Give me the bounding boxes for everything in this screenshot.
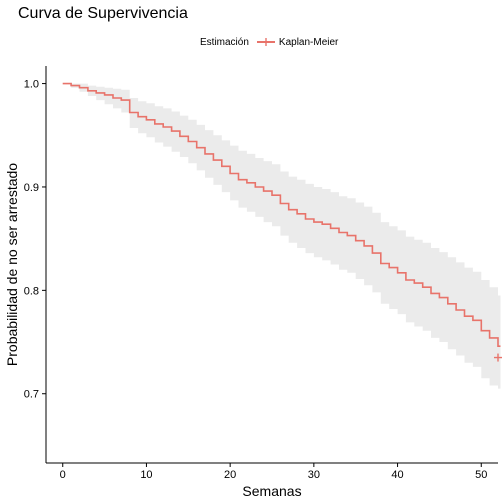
x-tick-label: 0: [60, 469, 66, 481]
y-tick-label: 1.0: [24, 79, 39, 91]
legend-key-kaplan-meier: [256, 36, 275, 48]
legend-title: Estimación: [200, 36, 249, 48]
x-axis-title: Semanas: [242, 483, 301, 499]
legend-label-kaplan-meier: Kaplan-Meier: [278, 36, 339, 48]
series-kaplan-meier: [62, 82, 501, 347]
censor-mark: [494, 353, 502, 362]
censor-marks: [494, 353, 502, 362]
confidence-band: [62, 83, 501, 389]
x-tick-label: 10: [140, 469, 152, 481]
y-tick-label: 0.9: [24, 182, 39, 194]
confidence-ribbon: [62, 83, 501, 389]
y-axis: 0.7 0.8 0.9 1.0: [24, 79, 46, 401]
x-tick-label: 40: [391, 469, 403, 481]
y-tick-label: 0.8: [24, 285, 39, 297]
y-axis-title: Probabilidad de no ser arrestado: [4, 163, 20, 366]
x-axis: 0 10 20 30 40 50: [60, 463, 487, 481]
survival-step-line: [62, 82, 501, 347]
y-tick-label: 0.7: [24, 389, 39, 401]
x-tick-label: 50: [475, 469, 487, 481]
x-tick-label: 30: [308, 469, 320, 481]
x-tick-label: 20: [224, 469, 236, 481]
chart-title: Curva de Supervivencia: [18, 5, 188, 22]
legend: Estimación Kaplan-Meier: [200, 36, 338, 48]
